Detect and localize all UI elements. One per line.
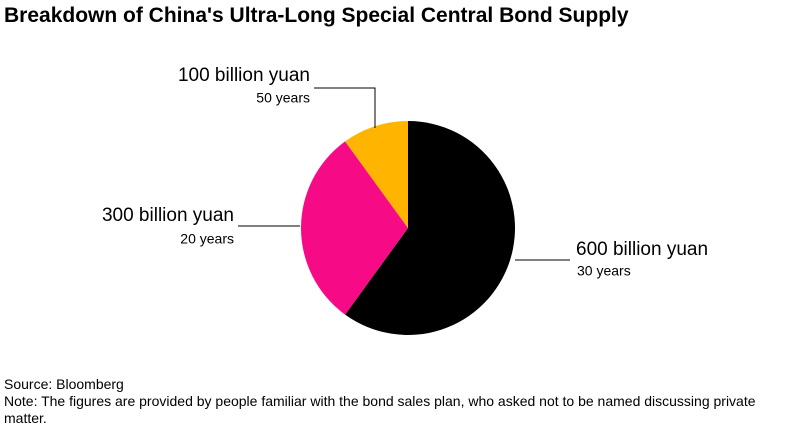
- category-label: 20 years: [180, 231, 234, 247]
- source: Source: Bloomberg: [4, 376, 124, 392]
- pie-slice: [345, 121, 515, 336]
- value-label: 600 billion yuan: [576, 239, 708, 260]
- note: Note: The figures are provided by people…: [4, 393, 756, 426]
- category-label: 50 years: [256, 90, 310, 106]
- leader-line: [314, 87, 376, 128]
- pie-slice: [300, 141, 408, 315]
- chart: 600 billion yuan 30 years 300 billion yuan…: [102, 65, 708, 336]
- footer: Source: Bloomberg Note: The figures are …: [4, 376, 784, 427]
- value-label: 300 billion yuan: [102, 205, 234, 226]
- chart-title: Breakdown of China's Ultra-Long Special …: [4, 4, 629, 27]
- value-label: 100 billion yuan: [178, 65, 310, 86]
- pie-slice: [345, 121, 408, 228]
- category-label: 30 years: [577, 263, 631, 279]
